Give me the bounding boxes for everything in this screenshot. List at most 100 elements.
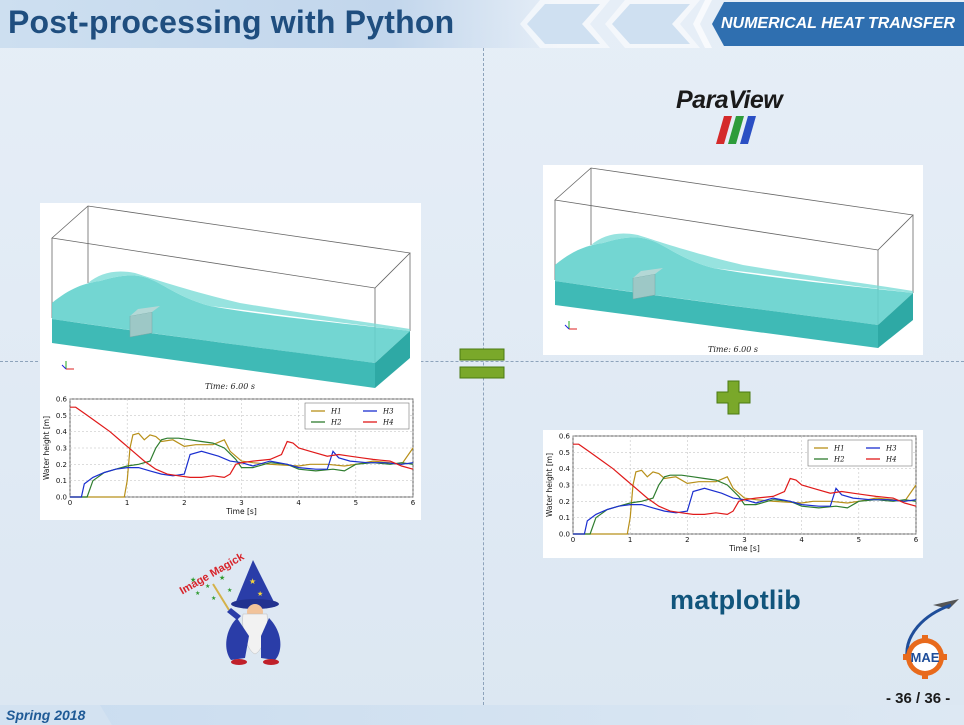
y-tick-label: 0.0 (559, 531, 570, 539)
x-tick-label: 5 (354, 499, 358, 507)
right-water-height-chart: 0 1 2 3 4 5 6 0.0 0.1 0.2 0.3 0.4 0.5 0.6 Time [s] Wate… (545, 433, 919, 554)
chevron-4 (612, 4, 690, 44)
paraview-bars-icon (716, 116, 756, 144)
left-simulation-render: Time: 6.00 s (51, 205, 411, 391)
x-tick-label: 4 (296, 499, 301, 507)
y-axis-label: Water height [m] (42, 416, 51, 480)
left-water-height-chart: 0 1 2 3 4 5 6 0.0 0.1 0.2 0.3 0.4 0.5 0.6 Time [s] Wate… (42, 396, 416, 517)
left-figure: Time: 6.00 s 0 1 2 3 4 5 6 0.0 0.1 0.2 0.3 0.4 0.5 0.… (40, 203, 421, 520)
right-simulation-render: Time: 6.00 s (554, 167, 914, 354)
x-tick-label: 5 (857, 536, 861, 544)
chevron-2 (527, 4, 600, 44)
chevron-5 (693, 0, 712, 48)
course-badge: NUMERICAL HEAT TRANSFER (712, 2, 964, 46)
title-band (0, 0, 560, 48)
vertical-divider (483, 48, 484, 725)
svg-text:★: ★ (211, 595, 216, 602)
obstacle-box-top (130, 306, 160, 316)
horizontal-divider (0, 361, 964, 362)
svg-text:★: ★ (190, 576, 196, 584)
series-line-H3 (573, 487, 917, 535)
obstacle-box (129, 311, 153, 338)
gear-icon (903, 635, 947, 679)
legend-box (304, 402, 410, 430)
x-tick-label: 6 (914, 536, 919, 544)
y-tick-label: 0.0 (56, 494, 67, 502)
svg-text:★: ★ (205, 583, 210, 590)
imagemagick-wizard-logo: Image Magick ★ ★ ★ ★ ★ ★ ★ ★ (178, 550, 281, 665)
x-tick-label: 1 (125, 499, 129, 507)
y-tick-label: 0.2 (56, 461, 67, 469)
series-line-H1 (70, 432, 414, 498)
legend-label: H4 (885, 456, 897, 464)
svg-text:★: ★ (227, 587, 232, 594)
series-line-H4 (70, 406, 414, 479)
legend-label: H4 (382, 419, 394, 427)
footer-bar (0, 705, 964, 725)
svg-text:★: ★ (195, 590, 200, 597)
x-tick-label: 0 (571, 536, 575, 544)
obstacle-box (632, 273, 656, 300)
svg-text:★: ★ (257, 590, 263, 598)
wizard-shoe (263, 659, 279, 665)
y-tick-label: 0.2 (559, 498, 570, 506)
legend-label: H1 (330, 408, 342, 416)
y-axis-label: Water height [m] (545, 453, 554, 517)
series-line-H2 (70, 437, 414, 498)
x-tick-label: 6 (411, 499, 416, 507)
paraview-logo: ParaView (676, 86, 794, 146)
y-tick-label: 0.5 (56, 412, 67, 420)
legend-box (807, 439, 913, 467)
footer-tab (0, 705, 112, 725)
x-tick-label: 0 (68, 499, 72, 507)
y-tick-label: 0.1 (559, 514, 570, 522)
time-label: Time: 6.00 s (205, 382, 255, 391)
series-line-H3 (70, 450, 414, 498)
y-tick-label: 0.5 (559, 449, 570, 457)
water-back-surface (88, 271, 410, 331)
wizard-robe (261, 618, 281, 660)
semester-label: Spring 2018 (6, 707, 86, 723)
x-tick-label: 4 (799, 536, 804, 544)
series-line-H2 (573, 474, 917, 535)
x-tick-label: 1 (628, 536, 632, 544)
y-tick-label: 0.3 (559, 482, 570, 490)
mae-wordmark: MAE (911, 650, 940, 665)
wizard-hat (235, 560, 275, 604)
x-tick-label: 3 (742, 536, 746, 544)
plus-sign-icon (716, 380, 751, 415)
mae-department-logo: MAE (903, 599, 959, 679)
page-number: - 36 / 36 - (886, 690, 951, 707)
slide-header: Post-processing with Python NUMERICAL HE… (0, 0, 964, 48)
x-axis-label: Time [s] (728, 544, 760, 553)
equals-sign-icon (459, 348, 505, 379)
axis-triad-icon (61, 361, 74, 370)
y-tick-label: 0.6 (56, 396, 68, 404)
water-side-face (878, 293, 913, 348)
slide-title: Post-processing with Python (8, 4, 455, 40)
x-tick-label: 2 (182, 499, 186, 507)
x-tick-label: 3 (239, 499, 243, 507)
time-label: Time: 6.00 s (708, 345, 758, 354)
legend-label: H3 (382, 408, 394, 416)
x-axis-label: Time [s] (225, 507, 257, 516)
water-back-surface (591, 233, 913, 293)
header-chevrons (520, 0, 712, 48)
paraview-wordmark: ParaView (676, 86, 783, 114)
y-tick-label: 0.6 (559, 433, 571, 441)
axis-triad-icon (564, 321, 577, 330)
water-top-surface (52, 275, 410, 363)
y-tick-label: 0.4 (56, 428, 68, 436)
series-line-H4 (573, 443, 917, 516)
series-line-H1 (573, 469, 917, 535)
legend-label: H3 (885, 445, 897, 453)
svg-text:★: ★ (219, 574, 225, 582)
jet-icon (933, 599, 959, 609)
wizard-arm (227, 608, 241, 620)
obstacle-box-top (633, 268, 663, 278)
water-top-surface (555, 237, 913, 325)
water-side-face (375, 331, 410, 388)
wizard-shoe (231, 659, 247, 665)
y-tick-label: 0.3 (56, 445, 67, 453)
